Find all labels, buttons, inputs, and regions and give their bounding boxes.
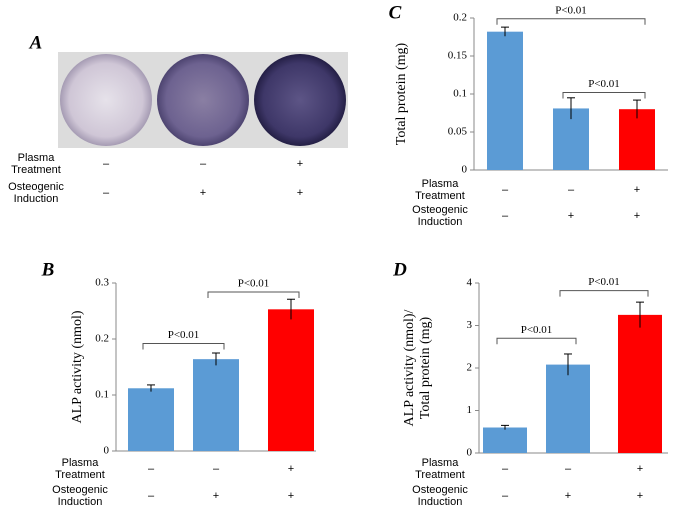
significance-bracket bbox=[562, 91, 646, 99]
condition-label: Treatment bbox=[11, 164, 61, 176]
condition-sign: + bbox=[637, 490, 643, 502]
panel-label: C bbox=[389, 2, 402, 23]
condition-sign: + bbox=[200, 187, 206, 199]
condition-label: Treatment bbox=[55, 469, 105, 481]
condition-sign: – bbox=[568, 184, 575, 196]
condition-sign: + bbox=[634, 184, 640, 196]
y-tick-label: 0.1 bbox=[95, 389, 109, 401]
condition-sign: – bbox=[213, 463, 220, 475]
condition-sign: – bbox=[502, 490, 509, 502]
condition-label: Osteogenic bbox=[52, 484, 108, 496]
condition-sign: – bbox=[200, 158, 207, 170]
y-tick-label: 0 bbox=[467, 447, 473, 459]
significance-bracket bbox=[142, 342, 225, 350]
significance-bracket bbox=[496, 337, 577, 345]
y-tick-label: 0.3 bbox=[95, 277, 109, 289]
condition-label: Plasma bbox=[62, 457, 100, 469]
condition-sign: – bbox=[148, 490, 155, 502]
condition-label: Induction bbox=[418, 216, 463, 228]
y-tick-label: 2 bbox=[467, 362, 473, 374]
condition-sign: + bbox=[213, 490, 219, 502]
y-axis-label: ALP activity (nmol) bbox=[70, 310, 85, 423]
condition-label: Induction bbox=[58, 496, 103, 507]
condition-sign: + bbox=[288, 490, 294, 502]
condition-label: Induction bbox=[418, 496, 463, 507]
condition-sign: + bbox=[568, 210, 574, 222]
condition-label: Plasma bbox=[18, 152, 56, 164]
condition-sign: + bbox=[297, 187, 303, 199]
condition-label: Treatment bbox=[415, 469, 465, 481]
y-tick-label: 0 bbox=[104, 445, 110, 457]
condition-label: Osteogenic bbox=[412, 204, 468, 216]
panel-label: A bbox=[29, 32, 43, 53]
significance-label: P<0.01 bbox=[588, 78, 620, 90]
y-tick-label: 1 bbox=[467, 404, 473, 416]
panel-label: B bbox=[41, 259, 55, 280]
significance-bracket bbox=[559, 290, 649, 297]
y-tick-label: 0.1 bbox=[453, 88, 467, 100]
condition-sign: – bbox=[148, 463, 155, 475]
condition-sign: – bbox=[502, 184, 509, 196]
condition-sign: + bbox=[565, 490, 571, 502]
condition-label: Osteogenic bbox=[8, 181, 64, 193]
significance-bracket bbox=[207, 291, 300, 298]
y-axis-label: Total protein (mg) bbox=[394, 42, 409, 145]
panel-label: D bbox=[392, 259, 407, 280]
bar bbox=[483, 427, 527, 453]
y-tick-label: 3 bbox=[467, 319, 473, 331]
condition-label: Plasma bbox=[422, 178, 460, 190]
y-tick-label: 0 bbox=[462, 164, 468, 176]
y-tick-label: 0.2 bbox=[453, 12, 467, 24]
well-photo bbox=[58, 52, 348, 148]
significance-bracket bbox=[496, 18, 646, 25]
bar bbox=[268, 309, 314, 451]
y-axis-label: Total protein (mg) bbox=[418, 316, 433, 419]
y-tick-label: 0.15 bbox=[448, 50, 468, 62]
bar bbox=[193, 359, 239, 451]
condition-label: Induction bbox=[14, 193, 59, 205]
condition-sign: + bbox=[297, 158, 303, 170]
significance-label: P<0.01 bbox=[238, 277, 270, 289]
condition-label: Plasma bbox=[422, 457, 460, 469]
y-axis-label: ALP activity (nmol)/ bbox=[402, 309, 417, 426]
y-tick-label: 0.05 bbox=[448, 126, 468, 138]
y-tick-label: 4 bbox=[467, 277, 473, 289]
significance-label: P<0.01 bbox=[588, 276, 620, 288]
condition-sign: + bbox=[634, 210, 640, 222]
significance-label: P<0.01 bbox=[168, 329, 200, 341]
significance-label: P<0.01 bbox=[555, 4, 587, 16]
condition-label: Treatment bbox=[415, 190, 465, 202]
condition-sign: – bbox=[103, 187, 110, 199]
condition-sign: – bbox=[502, 463, 509, 475]
bar bbox=[128, 388, 174, 451]
condition-sign: + bbox=[288, 463, 294, 475]
bar bbox=[546, 364, 590, 453]
significance-label: P<0.01 bbox=[521, 324, 553, 336]
bar bbox=[487, 31, 523, 171]
condition-sign: – bbox=[565, 463, 572, 475]
bar bbox=[618, 314, 662, 453]
bar bbox=[619, 109, 655, 170]
condition-sign: + bbox=[637, 463, 643, 475]
condition-sign: – bbox=[103, 158, 110, 170]
y-tick-label: 0.2 bbox=[95, 333, 109, 345]
condition-sign: – bbox=[502, 210, 509, 222]
condition-label: Osteogenic bbox=[412, 484, 468, 496]
